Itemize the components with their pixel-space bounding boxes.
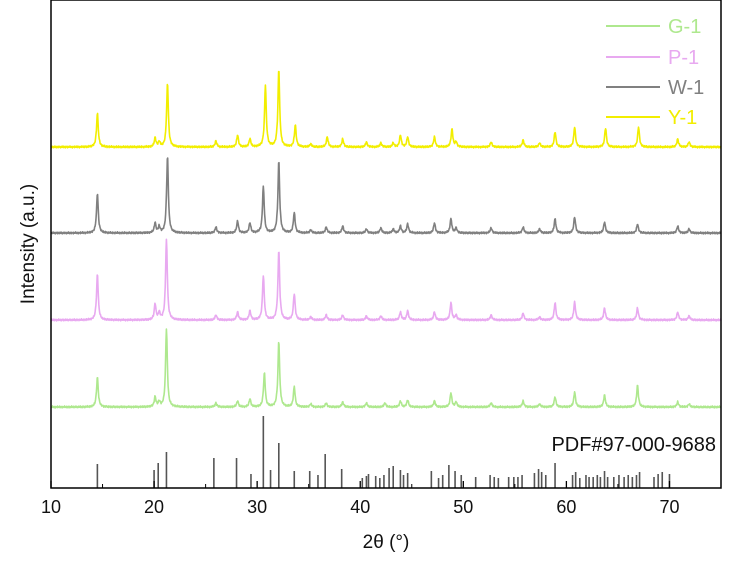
reference-pattern [96, 416, 671, 488]
legend-label-g-1: G-1 [668, 16, 701, 38]
plot-frame [50, 0, 722, 489]
x-tick-label: 70 [659, 497, 679, 517]
series-line-g-1 [50, 328, 722, 409]
x-tick-label: 30 [247, 497, 267, 517]
series-line-y-1 [50, 70, 722, 149]
x-tick-label: 40 [350, 497, 370, 517]
x-tick-label: 20 [144, 497, 164, 517]
x-tick-label: 60 [556, 497, 576, 517]
legend-label-w-1: W-1 [668, 77, 704, 99]
legend-label-y-1: Y-1 [668, 107, 697, 129]
reference-label: PDF#97-000-9688 [551, 434, 716, 456]
series-line-p-1 [50, 238, 722, 322]
series-line-w-1 [50, 157, 722, 235]
legend-label-p-1: P-1 [668, 47, 699, 69]
y-axis-label: Intensity (a.u.) [18, 184, 39, 304]
x-axis-label: 2θ (°) [363, 532, 410, 553]
x-tick-label: 50 [453, 497, 473, 517]
x-axis: 10 20 30 40 50 60 70 [41, 481, 679, 517]
x-tick-label: 10 [41, 497, 61, 517]
legend: G-1 P-1 W-1 Y-1 [606, 16, 704, 129]
plot-area [50, 70, 722, 409]
